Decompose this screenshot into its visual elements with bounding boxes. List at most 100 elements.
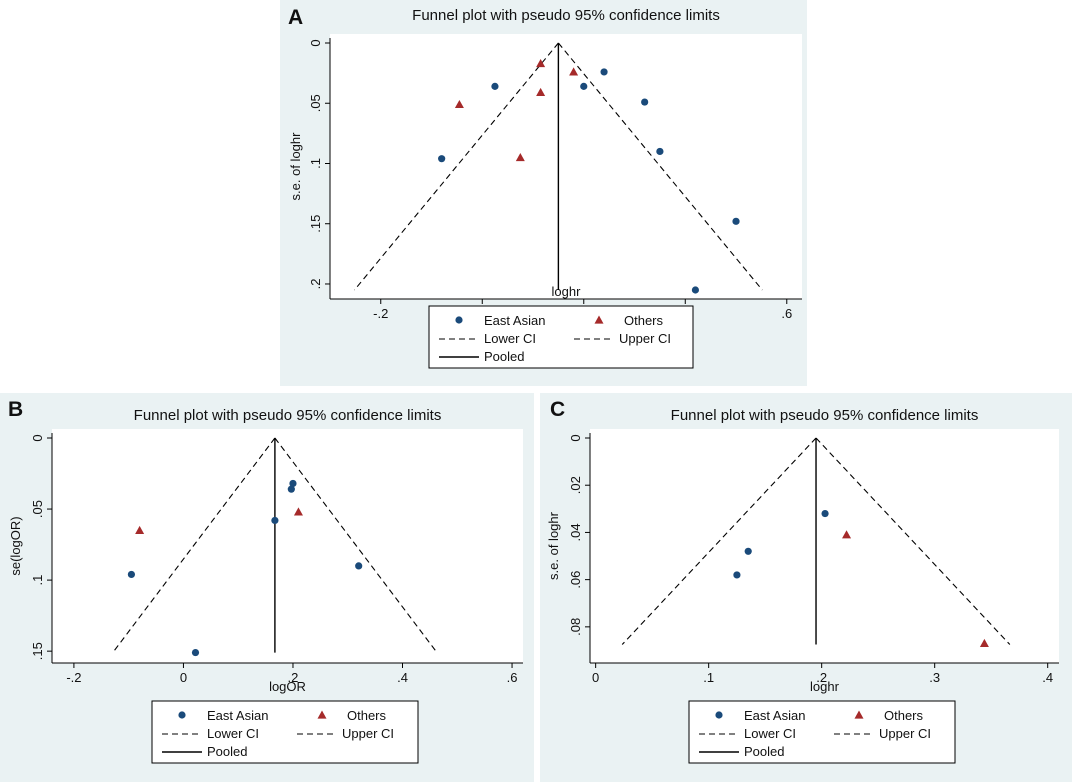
- others-point: [569, 67, 579, 76]
- upper-ci-line: [557, 42, 763, 291]
- y-tick-label: .1: [308, 158, 323, 169]
- y-tick-label: .1: [30, 575, 45, 586]
- chart-title: Funnel plot with pseudo 95% confidence l…: [671, 407, 979, 424]
- y-tick-label: .05: [308, 94, 323, 112]
- legend: East Asian Others Lower CI Upper CI Pooled: [428, 305, 694, 369]
- upper-ci-line: [815, 437, 1011, 645]
- legend-others-label: Others: [884, 708, 924, 723]
- east-asian-point: [656, 147, 664, 156]
- legend-pooled-label: Pooled: [207, 744, 247, 759]
- legend-east-asian-label: East Asian: [744, 708, 805, 723]
- x-tick-label: .6: [781, 306, 792, 321]
- east-asian-point: [271, 516, 279, 525]
- legend-others-label: Others: [347, 708, 387, 723]
- x-tick-label: -.2: [66, 670, 81, 685]
- y-axis-label: s.e. of loghr: [546, 511, 561, 580]
- plot-area: [330, 34, 802, 299]
- x-tick-label: .6: [507, 670, 518, 685]
- y-tick-label: .15: [30, 642, 45, 660]
- east-asian-point: [733, 571, 741, 579]
- panel-a: A Funnel plot with pseudo 95% confidence …: [280, 0, 807, 386]
- y-tick-label: 0: [568, 434, 583, 441]
- x-axis-label: loghr: [810, 679, 840, 694]
- y-tick-label: .05: [30, 500, 45, 518]
- east-asian-point: [744, 547, 752, 555]
- x-axis-label: logOR: [269, 679, 306, 694]
- others-point: [536, 58, 546, 68]
- y-tick-label: 0: [30, 434, 45, 441]
- east-asian-point: [580, 82, 588, 90]
- plot-area: [590, 429, 1059, 663]
- east-asian-point: [287, 485, 295, 493]
- legend-east-asian-marker: [178, 711, 186, 719]
- others-point: [135, 525, 145, 534]
- legend-lower-ci-label: Lower CI: [744, 726, 796, 741]
- y-tick-label: .08: [568, 618, 583, 636]
- y-tick-label: .2: [308, 279, 323, 290]
- panel-b: B Funnel plot with pseudo 95% confidence …: [0, 393, 534, 782]
- x-tick-label: -.2: [373, 306, 388, 321]
- east-asian-point: [821, 509, 829, 518]
- panel-c: C Funnel plot with pseudo 95% confidence …: [540, 393, 1072, 782]
- y-axis-label: s.e. of loghr: [288, 132, 303, 201]
- legend-others-marker: [317, 710, 327, 719]
- x-tick-label: .2: [816, 670, 827, 685]
- panel-letter: A: [288, 6, 303, 29]
- x-tick-label: .2: [288, 670, 299, 685]
- lower-ci-line: [621, 437, 817, 645]
- east-asian-point: [289, 479, 297, 488]
- x-tick-label: .4: [397, 670, 408, 685]
- panel-letter: B: [8, 398, 23, 421]
- legend-east-asian-label: East Asian: [207, 708, 268, 723]
- y-tick-label: .15: [308, 215, 323, 233]
- east-asian-point: [641, 98, 649, 106]
- east-asian-point: [491, 82, 499, 90]
- lower-ci-line: [354, 42, 559, 291]
- others-point: [842, 530, 852, 539]
- legend-lower-ci-label: Lower CI: [484, 331, 536, 346]
- legend-upper-ci-label: Upper CI: [342, 726, 394, 741]
- east-asian-point: [438, 155, 446, 163]
- y-axis-label: se(logOR): [8, 516, 23, 575]
- legend-east-asian-marker: [715, 711, 723, 719]
- east-asian-point: [691, 286, 700, 294]
- east-asian-point: [355, 562, 363, 570]
- chart-title: Funnel plot with pseudo 95% confidence l…: [412, 7, 720, 24]
- y-tick-label: .06: [568, 571, 583, 589]
- legend-others-label: Others: [624, 313, 664, 328]
- x-tick-label: 0: [180, 670, 187, 685]
- x-axis-label: loghr: [552, 284, 582, 299]
- x-tick-label: .1: [703, 670, 714, 685]
- y-tick-label: .02: [568, 476, 583, 494]
- x-tick-label: .4: [1042, 670, 1053, 685]
- others-point: [979, 638, 989, 647]
- others-point: [293, 507, 303, 516]
- others-point: [536, 87, 546, 96]
- legend-pooled-label: Pooled: [484, 349, 524, 364]
- east-asian-point: [127, 570, 136, 579]
- legend-pooled-label: Pooled: [744, 744, 784, 759]
- chart-title: Funnel plot with pseudo 95% confidence l…: [134, 407, 442, 424]
- legend-east-asian-marker: [455, 316, 463, 324]
- legend-lower-ci-label: Lower CI: [207, 726, 259, 741]
- legend-upper-ci-label: Upper CI: [879, 726, 931, 741]
- legend-upper-ci-label: Upper CI: [619, 331, 671, 346]
- x-tick-label: .3: [929, 670, 940, 685]
- east-asian-point: [191, 648, 200, 657]
- legend: East Asian Others Lower CI Upper CI Pooled: [688, 700, 956, 764]
- panel-letter: C: [550, 398, 565, 421]
- upper-ci-line: [274, 437, 438, 653]
- east-asian-point: [732, 217, 740, 225]
- legend-others-marker: [854, 710, 864, 719]
- legend-east-asian-label: East Asian: [484, 313, 545, 328]
- legend: East Asian Others Lower CI Upper CI Pooled: [151, 700, 419, 764]
- others-point: [515, 152, 525, 162]
- y-tick-label: 0: [308, 39, 323, 46]
- plot-area: [52, 429, 523, 663]
- legend-others-marker: [594, 315, 604, 324]
- x-tick-label: 0: [592, 670, 599, 685]
- others-point: [454, 99, 464, 109]
- east-asian-point: [600, 68, 608, 76]
- y-tick-label: .04: [568, 523, 583, 541]
